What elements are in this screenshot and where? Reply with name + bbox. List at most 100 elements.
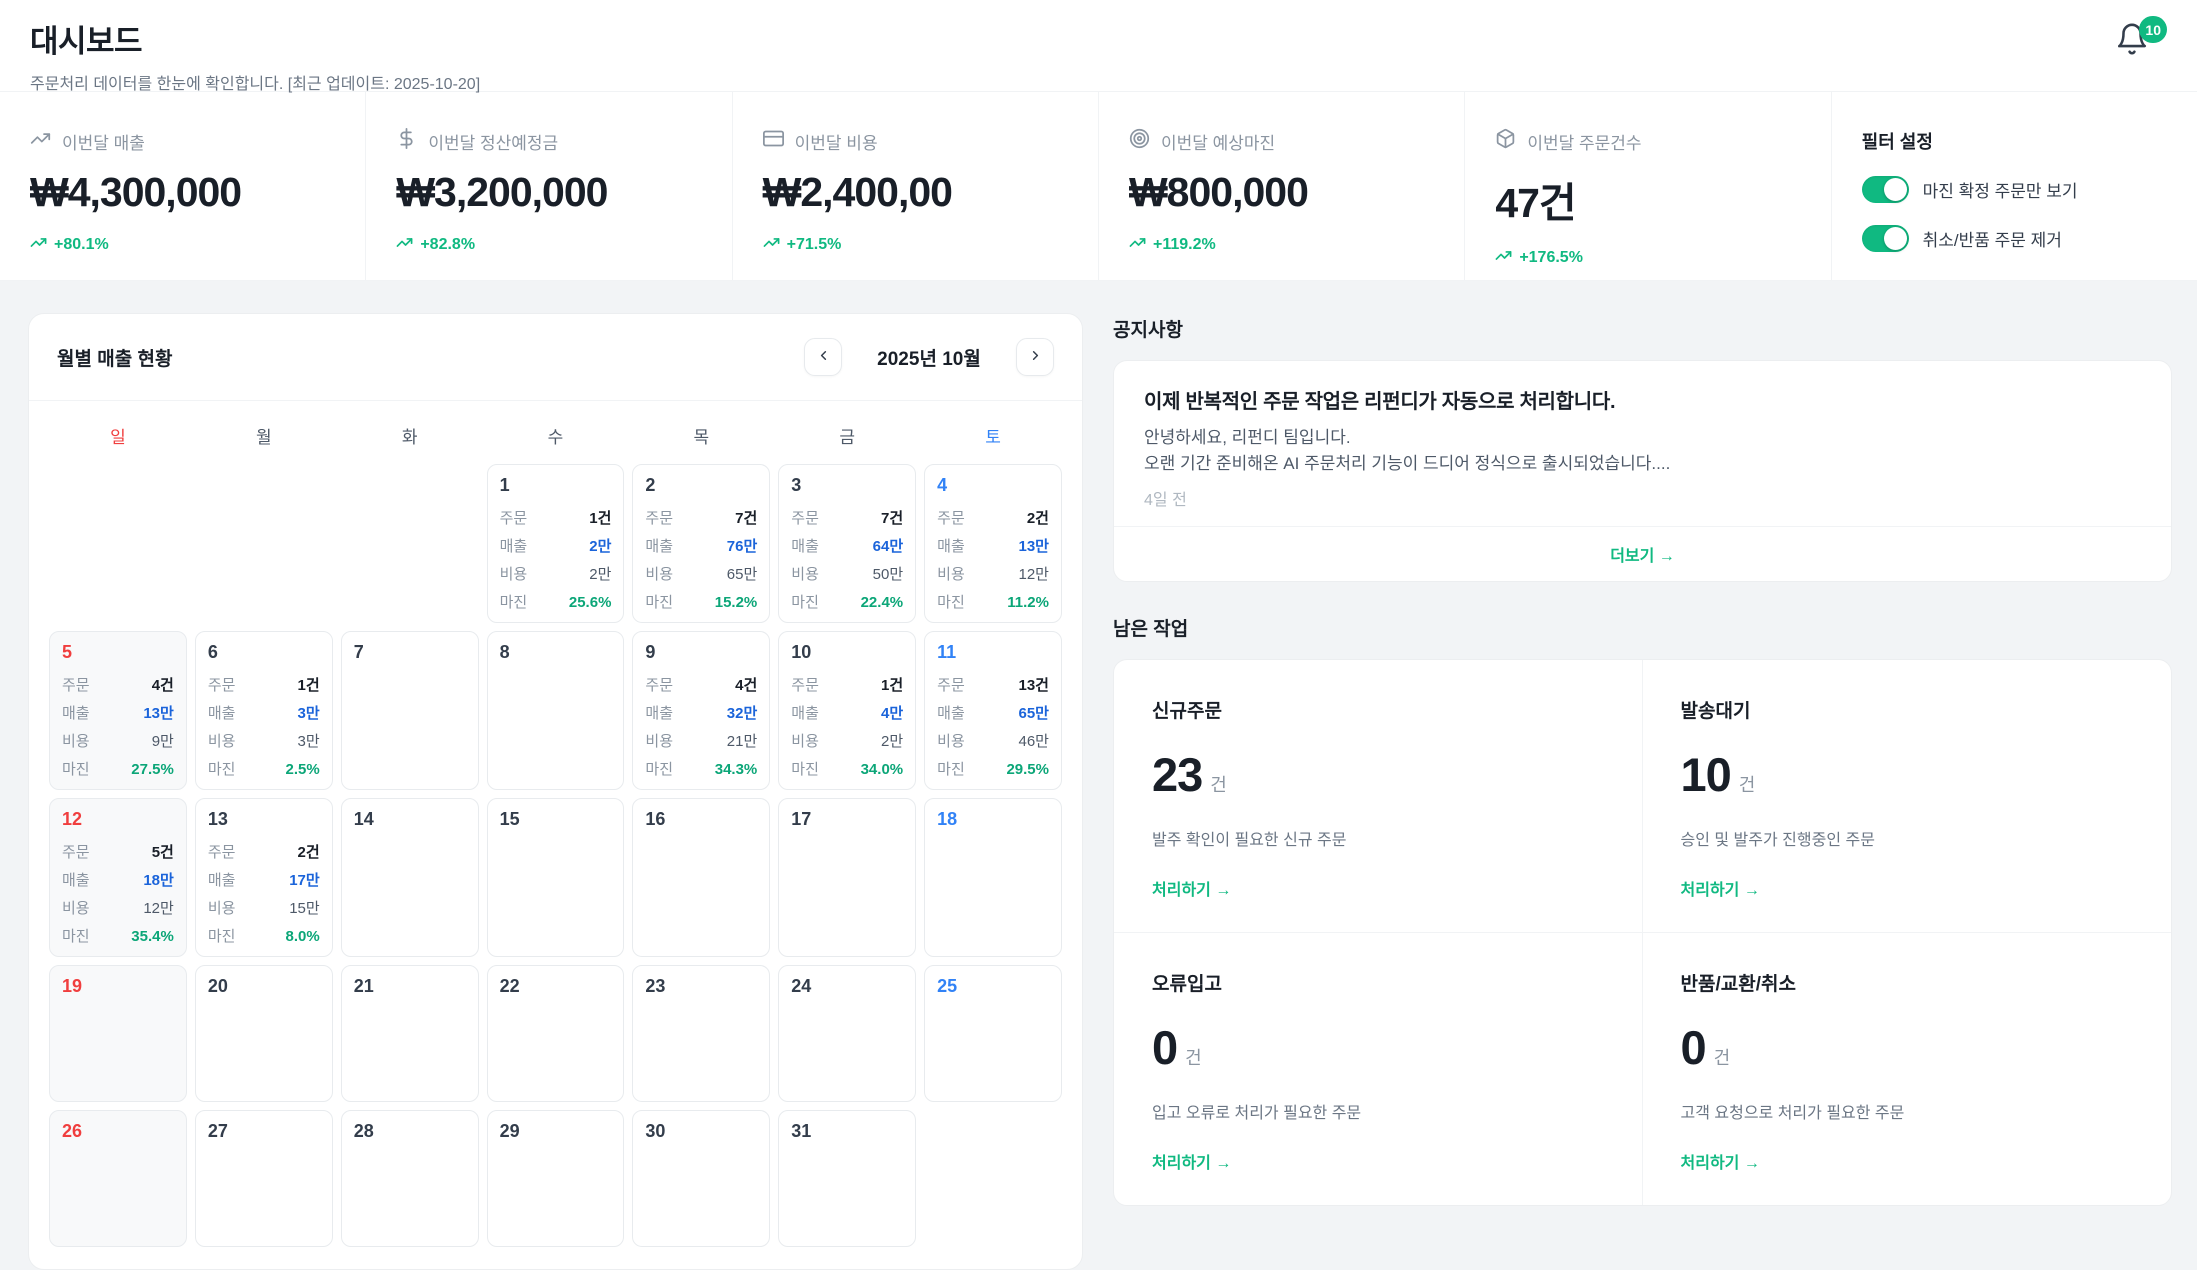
metric-row: 매출 2만	[500, 535, 612, 556]
metric-row: 마진 15.2%	[645, 591, 757, 612]
metric-value-sales: 3만	[297, 705, 320, 722]
calendar-day-cell[interactable]: 14	[340, 798, 479, 957]
calendar-day-cell[interactable]: 22	[486, 965, 625, 1102]
calendar-day-cell[interactable]: 25	[924, 965, 1062, 1102]
task-process-link[interactable]: 처리하기 →	[1152, 1149, 1231, 1173]
metric-row: 주문 13건	[937, 674, 1049, 695]
metric-label: 비용	[791, 566, 819, 583]
prev-month-button[interactable]	[804, 338, 842, 376]
calendar-day-cell[interactable]: 16	[632, 798, 771, 957]
task-process-link[interactable]: 처리하기 →	[1681, 876, 1760, 900]
task-count-row: 10 건	[1681, 747, 2134, 802]
notice-card[interactable]: 이제 반복적인 주문 작업은 리펀디가 자동으로 처리합니다. 안녕하세요, 리…	[1113, 360, 2172, 582]
metric-value-orders: 5건	[151, 844, 174, 861]
stat-value: ₩4,300,000	[30, 169, 242, 215]
metric-row: 주문 1건	[500, 507, 612, 528]
calendar-day-cell[interactable]: 15	[486, 798, 625, 957]
calendar-nav: 2025년 10월	[804, 338, 1054, 376]
metric-row: 비용 2만	[791, 730, 903, 751]
calendar-day-cell[interactable]: 2 주문 7건 매출 76만 비용 65만 마진 15.2%	[632, 464, 771, 623]
calendar-day-cell[interactable]: 3 주문 7건 매출 64만 비용 50만 마진 22.4%	[778, 464, 917, 623]
metric-row: 비용 3만	[208, 730, 320, 751]
calendar-day-cell[interactable]: 11 주문 13건 매출 65만 비용 46만 마진 29.5%	[924, 631, 1062, 790]
task-process-link[interactable]: 처리하기 →	[1681, 1149, 1760, 1173]
trending-up-icon	[30, 234, 47, 256]
day-number: 8	[499, 642, 510, 662]
toggle-switch-on[interactable]	[1861, 225, 1909, 252]
calendar-grid: 1 주문 1건 매출 2만 비용 2만 마진 25.6% 2 주문 7건 매출 76만 비용 65만 마진 15.…	[49, 464, 1062, 1247]
metric-row: 비용 2만	[500, 563, 612, 584]
metric-row: 비용 9만	[62, 730, 174, 751]
metric-value-cost: 15만	[289, 900, 320, 917]
toggle-margin-confirmed-orders[interactable]: 마진 확정 주문만 보기	[1861, 176, 2177, 203]
calendar-day-cell[interactable]: 24	[778, 965, 917, 1102]
calendar-day-cell[interactable]: 19	[49, 965, 187, 1102]
task-description: 발주 확인이 필요한 신규 주문	[1152, 831, 1347, 849]
calendar-day-cell[interactable]: 20	[194, 965, 333, 1102]
task-description: 승인 및 발주가 진행중인 주문	[1680, 831, 1875, 849]
metric-label: 주문	[791, 510, 819, 527]
calendar-day-cell[interactable]: 26	[49, 1110, 187, 1247]
chevron-left-icon	[816, 348, 831, 366]
notice-more-button[interactable]: 더보기 →	[1610, 542, 1675, 566]
metric-row: 매출 17만	[208, 869, 320, 890]
stat-label: 이번달 매출	[62, 133, 145, 153]
calendar-day-cell[interactable]: 5 주문 4건 매출 13만 비용 9만 마진 27.5%	[49, 631, 187, 790]
metric-value-margin: 22.4%	[860, 594, 904, 611]
stat-label: 이번달 주문건수	[1527, 133, 1642, 153]
notification-bell-button[interactable]: 10	[2115, 16, 2167, 62]
weekday-label: 수	[547, 428, 564, 447]
weekday-label: 금	[839, 428, 856, 447]
day-number: 28	[353, 1121, 374, 1141]
metric-value-cost: 12만	[143, 900, 174, 917]
calendar-day-cell[interactable]: 9 주문 4건 매출 32만 비용 21만 마진 34.3%	[632, 631, 771, 790]
calendar-day-cell[interactable]: 8	[486, 631, 625, 790]
metric-value-sales: 17만	[289, 872, 320, 889]
page-subtitle: 주문처리 데이터를 한눈에 확인합니다. [최근 업데이트: 2025-10-2…	[30, 76, 481, 93]
toggle-remove-cancel-return[interactable]: 취소/반품 주문 제거	[1861, 225, 2177, 252]
next-month-button[interactable]	[1016, 338, 1054, 376]
calendar-day-cell[interactable]: 1 주문 1건 매출 2만 비용 2만 마진 25.6%	[486, 464, 625, 623]
metric-value-orders: 1건	[589, 510, 612, 527]
tasks-card: 신규주문 23 건 발주 확인이 필요한 신규 주문 처리하기 → 발송대기 10 건 승인 및…	[1113, 658, 2172, 1206]
calendar-day-cell[interactable]: 28	[340, 1110, 479, 1247]
calendar-day-cell[interactable]: 27	[194, 1110, 333, 1247]
metric-value-margin: 2.5%	[285, 761, 320, 778]
notice-body: 안녕하세요, 리펀디 팀입니다. 오랜 기간 준비해온 AI 주문처리 기능이 …	[1144, 425, 2141, 478]
day-number: 16	[645, 809, 666, 829]
metric-value-cost: 65만	[726, 566, 758, 583]
toggle-switch-on[interactable]	[1861, 176, 1909, 203]
metric-label: 비용	[499, 566, 528, 583]
metric-label: 마진	[62, 928, 90, 945]
calendar-day-cell[interactable]: 18	[924, 798, 1062, 957]
metric-row: 마진 25.6%	[500, 591, 612, 612]
toggle-label: 취소/반품 주문 제거	[1922, 231, 2062, 250]
calendar-day-cell[interactable]: 23	[632, 965, 771, 1102]
metric-value-sales: 64만	[872, 538, 904, 555]
stat-change-text: +176.5%	[1519, 249, 1583, 266]
calendar-day-cell[interactable]: 10 주문 1건 매출 4만 비용 2만 마진 34.0%	[778, 631, 917, 790]
calendar-day-cell[interactable]: 12 주문 5건 매출 18만 비용 12만 마진 35.4%	[49, 798, 187, 957]
metric-value-margin: 8.0%	[285, 928, 320, 945]
calendar-day-cell[interactable]: 17	[778, 798, 917, 957]
task-process-link[interactable]: 처리하기 →	[1152, 876, 1231, 900]
calendar-day-cell[interactable]: 21	[340, 965, 479, 1102]
task-card: 반품/교환/취소 0 건 고객 요청으로 처리가 필요한 주문 처리하기 →	[1643, 933, 2172, 1205]
calendar-day-cell[interactable]: 30	[632, 1110, 771, 1247]
metric-label: 비용	[207, 733, 236, 750]
stat-change: +80.1%	[30, 234, 345, 256]
metric-row: 매출 32만	[645, 702, 757, 723]
calendar-day-cell[interactable]: 29	[486, 1110, 625, 1247]
calendar-day-cell[interactable]: 31	[778, 1110, 917, 1247]
task-title: 발송대기	[1680, 700, 1751, 722]
calendar-day-cell[interactable]: 6 주문 1건 매출 3만 비용 3만 마진 2.5%	[194, 631, 333, 790]
dollar-icon	[396, 128, 417, 154]
calendar-day-cell[interactable]: 13 주문 2건 매출 17만 비용 15만 마진 8.0%	[194, 798, 333, 957]
metric-row: 매출 3만	[208, 702, 320, 723]
calendar-day-cell[interactable]: 4 주문 2건 매출 13만 비용 12만 마진 11.2%	[924, 464, 1062, 623]
trending-up-icon	[30, 128, 51, 154]
day-metrics: 주문 4건 매출 13만 비용 9만 마진 27.5%	[62, 674, 174, 779]
metric-label: 매출	[791, 538, 819, 555]
calendar-day-cell[interactable]: 7	[340, 631, 479, 790]
